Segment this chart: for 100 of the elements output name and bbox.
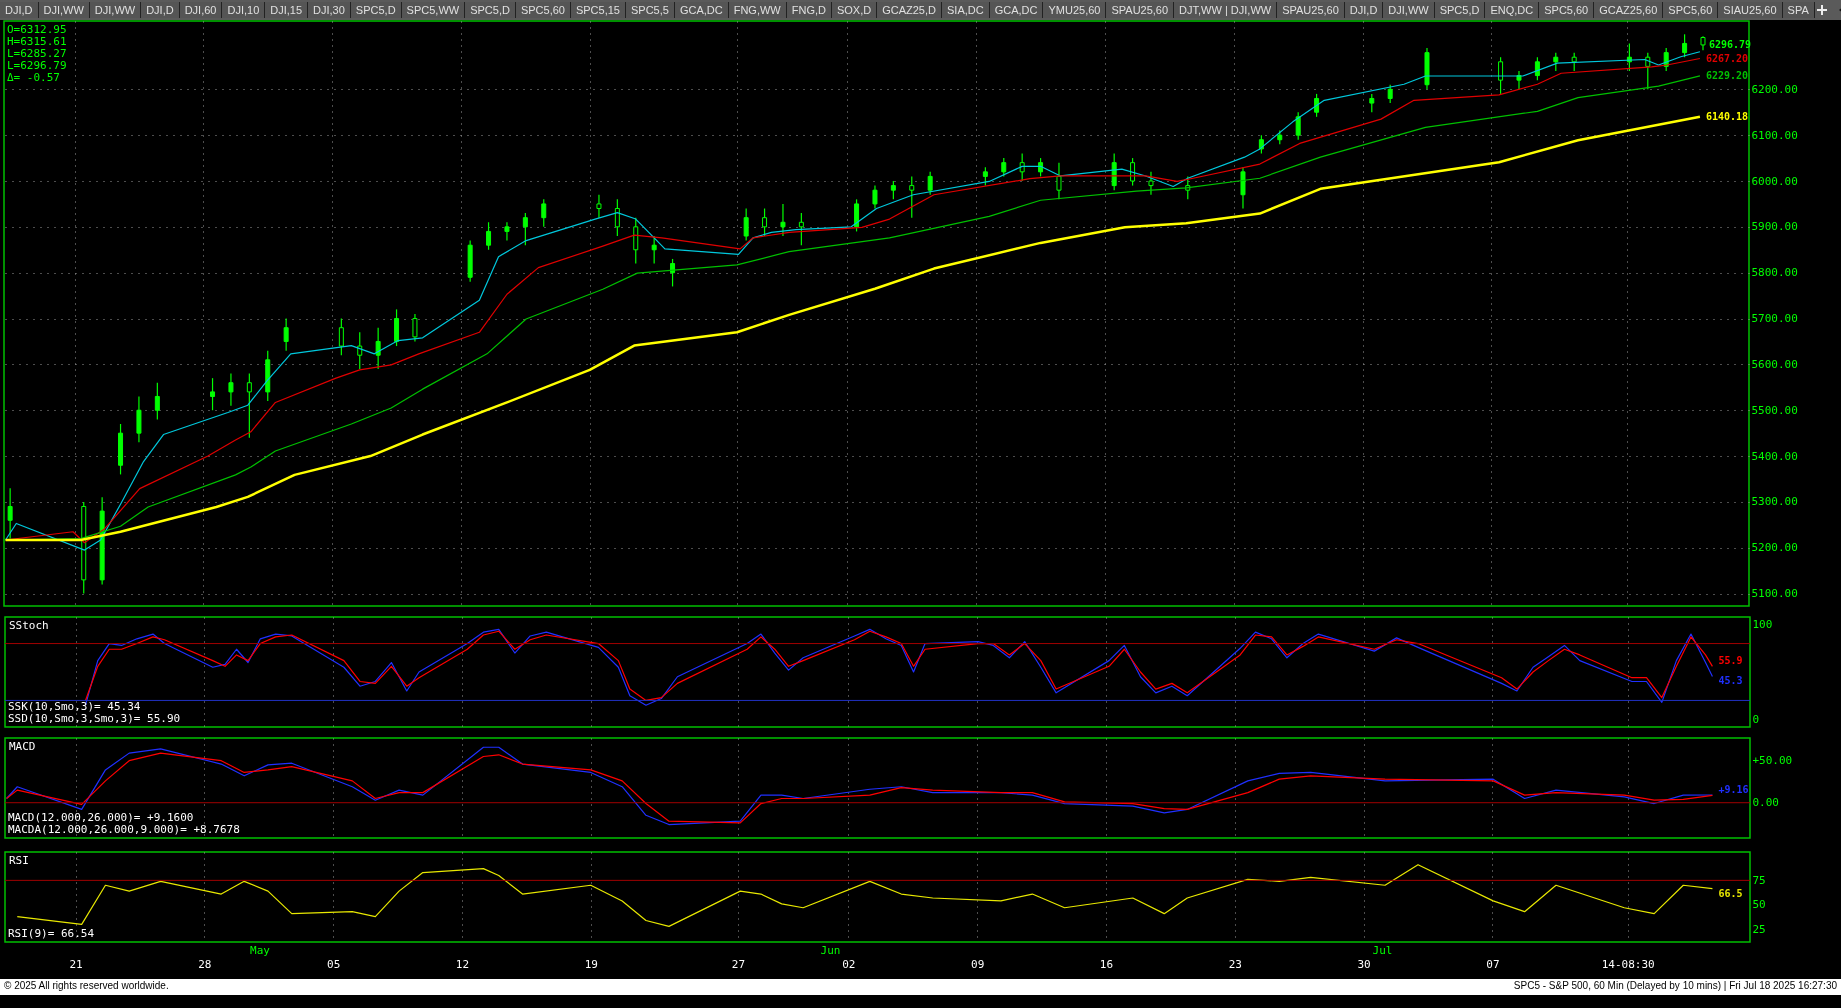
- annotation: H=6315.61: [7, 35, 67, 48]
- candlestick: [375, 327, 381, 370]
- x2-tick-label: Jun: [820, 943, 841, 957]
- line-series: [16, 864, 1714, 927]
- text: DJI,D: [141, 2, 180, 18]
- candlestick: [283, 317, 289, 352]
- candlestick: [394, 308, 400, 347]
- annotation: L=6285.27: [7, 47, 67, 60]
- x-tick-label: 28: [198, 957, 212, 971]
- candlestick: [1498, 56, 1504, 95]
- text: SPAU25,60: [1106, 2, 1175, 18]
- candlestick: [1534, 56, 1540, 81]
- text: FNG,WW: [728, 2, 787, 18]
- x2-tick-label: Jul: [1372, 943, 1393, 957]
- y-tick-label: 25: [1752, 922, 1766, 936]
- candlestick: [1148, 171, 1154, 196]
- y-tick-label: 5400.00: [1751, 449, 1798, 463]
- chart-title: MACD: [9, 740, 36, 753]
- candlestick: [762, 207, 768, 237]
- candlestick: [909, 175, 915, 219]
- data-label: 6140.18: [1705, 110, 1749, 122]
- data-label: 55.9: [1718, 655, 1743, 667]
- text: DJI,WW: [1383, 2, 1435, 18]
- y-tick-label: 5300.00: [1751, 495, 1798, 509]
- y-tick-label: 5600.00: [1751, 357, 1798, 371]
- annotation: SSD(10,Smo,3,Smo,3)= 55.90: [8, 712, 181, 725]
- candlestick: [1369, 93, 1375, 113]
- text: DJI,15: [265, 2, 309, 18]
- candlestick: [210, 377, 216, 411]
- y-tick-label: 5100.00: [1751, 587, 1798, 601]
- candlestick: [1387, 84, 1393, 104]
- candlestick: [982, 166, 988, 187]
- text: SPC5,15: [570, 2, 626, 18]
- candlestick: [1038, 157, 1044, 178]
- text: SPC5,60: [1663, 2, 1719, 18]
- data-label: 6267.20: [1705, 52, 1749, 64]
- candlestick: [1553, 52, 1559, 72]
- candlestick: [1295, 111, 1301, 141]
- candlestick: [1682, 33, 1688, 58]
- y-tick-label: +50.00: [1752, 754, 1793, 768]
- annotation: SSK(10,Smo,3)= 45.34: [8, 700, 141, 713]
- text: SPAU25,60: [1277, 2, 1345, 18]
- text: SIA,DC: [941, 2, 990, 18]
- text: FNG,D: [786, 2, 832, 18]
- candlestick: [890, 180, 896, 200]
- text: GCA,DC: [674, 2, 729, 18]
- candlestick: [614, 198, 620, 237]
- candlestick: [927, 171, 933, 196]
- text: SPC5,D: [465, 2, 516, 18]
- annotation: O=6312.95: [7, 23, 67, 36]
- data-label: 66.5: [1718, 887, 1743, 899]
- y-tick-label: 50: [1752, 898, 1766, 912]
- text: DJI,10: [222, 2, 266, 18]
- data-label: 6229.20: [1705, 69, 1749, 81]
- x-tick-label: 09: [971, 957, 985, 971]
- candlestick: [541, 198, 547, 228]
- candlestick: [743, 207, 749, 242]
- x-tick-label: 07: [1486, 957, 1500, 971]
- candlestick: [357, 331, 363, 370]
- candlestick: [1240, 166, 1246, 210]
- text: SPC5,D: [1434, 2, 1486, 18]
- y-tick-label: 6100.00: [1751, 128, 1798, 142]
- y-tick-label: 0: [1752, 712, 1760, 726]
- text: DJI,60: [179, 2, 223, 18]
- y-tick-label: 6000.00: [1751, 174, 1798, 188]
- candlestick: [522, 212, 528, 246]
- x2-tick-label: May: [250, 943, 271, 957]
- data-label: +9.16: [1718, 784, 1749, 796]
- text: DJI,D: [0, 2, 39, 18]
- text: SPC5,60: [515, 2, 571, 18]
- annotation: Δ= -0.57: [7, 71, 60, 84]
- x-tick-label: 16: [1099, 957, 1114, 971]
- text: ENQ,DC: [1485, 2, 1540, 18]
- annotation: RSI(9)= 66.54: [8, 927, 95, 940]
- candlestick: [412, 313, 418, 343]
- y-tick-label: 5900.00: [1751, 220, 1798, 234]
- y-tick-label: 5700.00: [1751, 312, 1798, 326]
- candlestick: [228, 372, 234, 407]
- data-label: 45.3: [1718, 675, 1743, 687]
- y-tick-label: 5800.00: [1751, 266, 1798, 280]
- candlestick: [504, 221, 510, 242]
- text: GCAZ25,D: [877, 2, 942, 18]
- chart-title: SStoch: [9, 619, 49, 632]
- candlestick: [633, 217, 639, 265]
- candlestick: [136, 395, 142, 443]
- text: SPC5,5: [625, 2, 675, 18]
- candlestick: [1571, 52, 1577, 72]
- candlestick: [780, 203, 786, 237]
- y-tick-label: 100: [1752, 618, 1773, 632]
- x-tick-label: 19: [584, 957, 598, 971]
- text: DJI,D: [1344, 2, 1384, 18]
- text: DJI,30: [308, 2, 351, 18]
- text: SPC5 - S&P 500, 60 Min (Delayed by 10 mins) | Fri Jul 18 2025 16:27:30: [1513, 980, 1837, 993]
- candlestick: [7, 487, 13, 540]
- candlestick: [486, 221, 492, 251]
- candlestick: [246, 372, 252, 439]
- text: © 2025 All rights reserved worldwide.: [4, 980, 169, 993]
- chart-title: RSI: [9, 854, 29, 867]
- text: DJT,WW | DJI,WW: [1174, 2, 1278, 18]
- x-tick-label: 05: [327, 957, 341, 971]
